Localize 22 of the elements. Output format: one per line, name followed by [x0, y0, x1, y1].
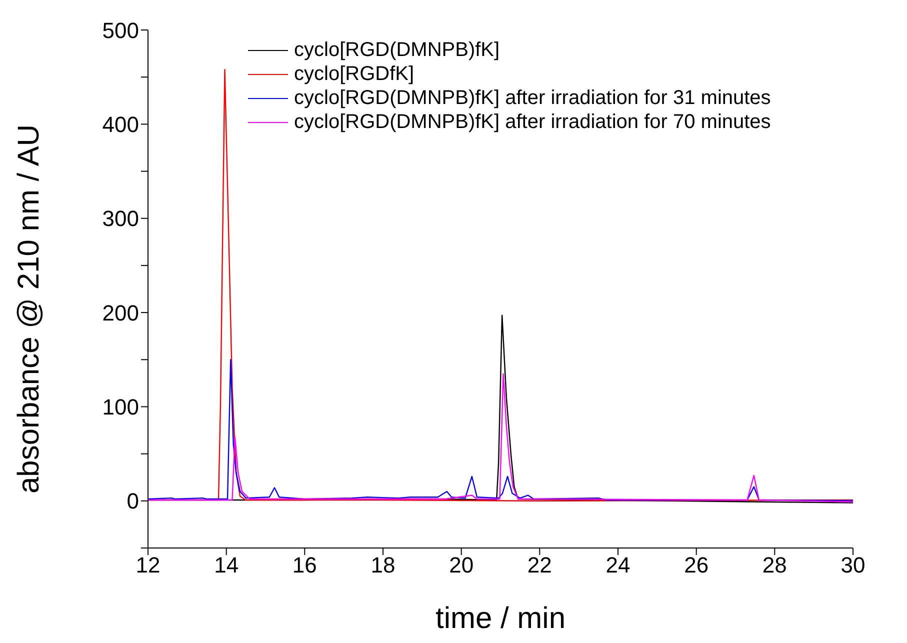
x-tick-label: 26 [684, 552, 709, 578]
x-tick-label: 22 [527, 552, 552, 578]
x-tick-label: 20 [449, 552, 474, 578]
y-tick-label: 200 [102, 300, 139, 326]
y-tick-label: 100 [102, 394, 139, 420]
x-axis-title: time / min [435, 602, 566, 635]
y-tick-label: 400 [102, 112, 139, 137]
x-tick-label: 28 [762, 552, 787, 578]
x-tick-label: 12 [136, 552, 160, 578]
y-tick-label: 300 [102, 206, 139, 232]
legend-label: cyclo[RGDfK] [294, 62, 414, 86]
x-tick-label: 24 [606, 552, 630, 578]
legend-label: cyclo[RGD(DMNPB)fK] [294, 38, 500, 62]
x-tick-label: 14 [214, 552, 239, 578]
x-tick-label: 16 [292, 552, 317, 578]
legend-label: cyclo[RGD(DMNPB)fK] after irradiation for 31 minutes [294, 86, 771, 110]
y-tick-label: 0 [126, 488, 139, 514]
y-axis-title: absorbance @ 210 nm / AU [12, 124, 46, 494]
legend-label: cyclo[RGD(DMNPB)fK] after irradiation for 70 minutes [294, 110, 771, 134]
y-tick-label: 500 [102, 18, 139, 43]
x-tick-label: 30 [840, 552, 866, 578]
x-tick-label: 18 [370, 552, 396, 578]
